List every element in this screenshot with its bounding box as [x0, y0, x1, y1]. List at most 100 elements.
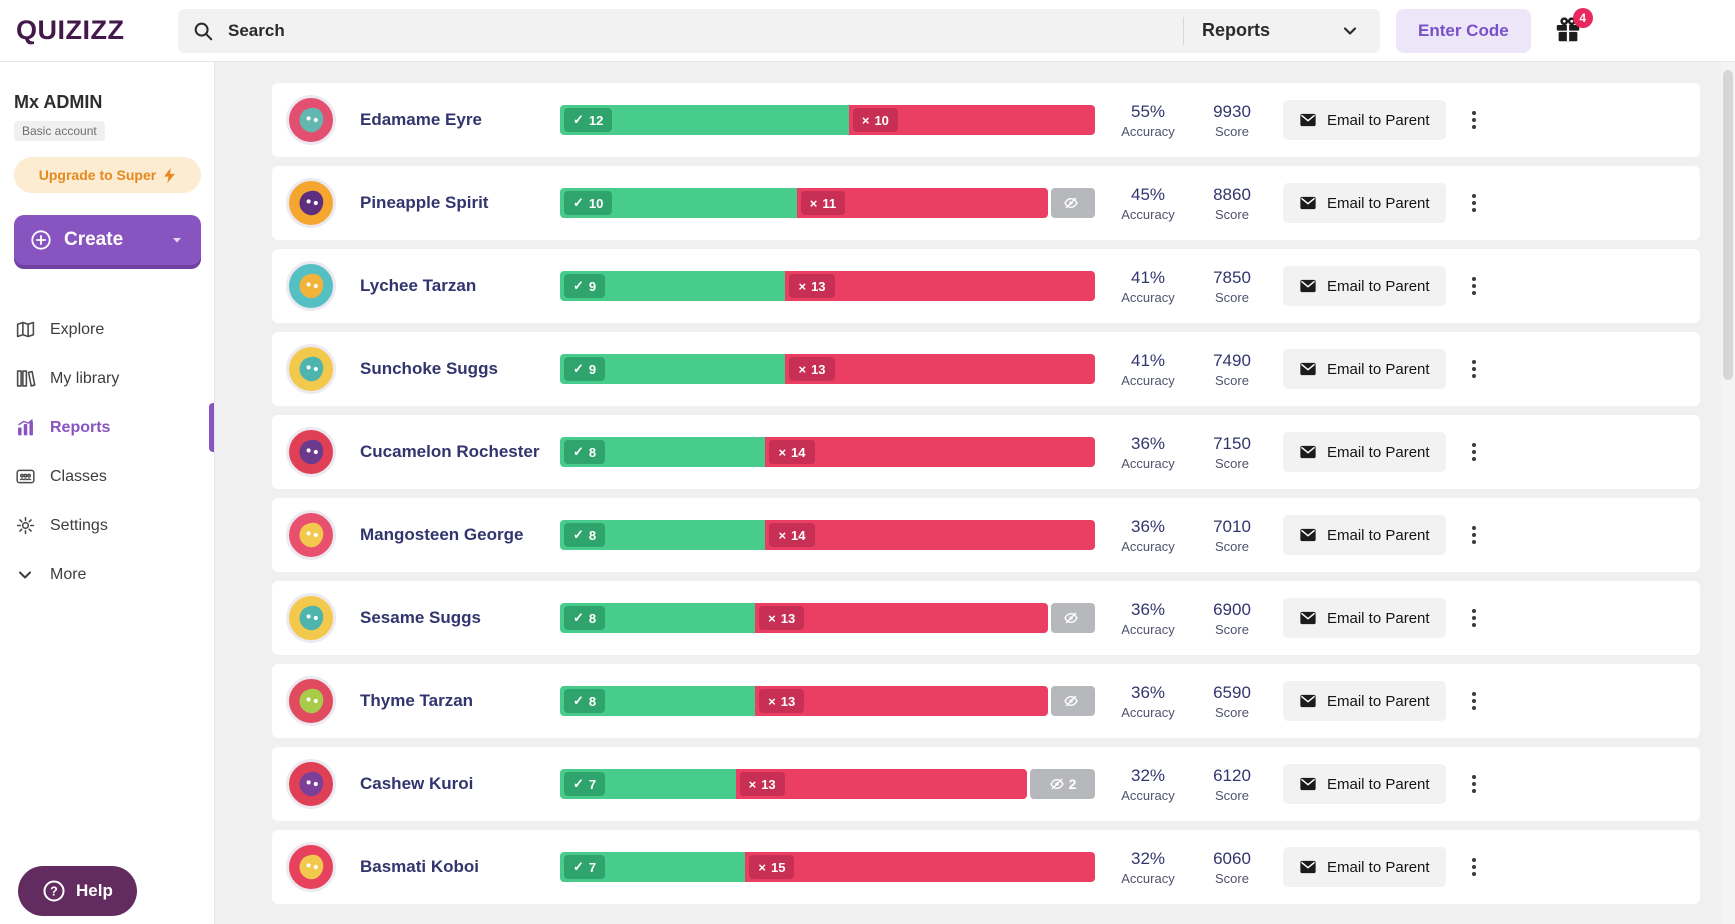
accuracy-stat: 36% Accuracy	[1103, 600, 1193, 637]
accuracy-value: 41%	[1130, 350, 1166, 370]
student-name[interactable]: Edamame Eyre	[360, 110, 482, 129]
student-name[interactable]: Sunchoke Suggs	[360, 359, 498, 378]
correct-badge: ✓ 9	[564, 274, 606, 298]
score-value: 8860	[1213, 184, 1251, 204]
accuracy-value: 36%	[1130, 433, 1166, 453]
student-name[interactable]: Thyme Tarzan	[360, 691, 474, 710]
email-to-parent-button[interactable]: Email to Parent	[1283, 183, 1446, 223]
student-name[interactable]: Cucamelon Rochester	[360, 442, 540, 461]
accuracy-bar: ✓ 10 × 11	[560, 188, 1095, 218]
incorrect-badge: × 14	[769, 523, 815, 547]
check-icon: ✓	[573, 610, 584, 625]
envelope-icon	[1299, 527, 1317, 543]
correct-count: 7	[588, 859, 597, 875]
score-value: 6060	[1213, 848, 1251, 868]
avatar	[286, 344, 336, 394]
email-to-parent-button[interactable]: Email to Parent	[1283, 764, 1446, 804]
reports-dropdown[interactable]: Reports	[1202, 20, 1366, 41]
reports-dropdown-label: Reports	[1201, 20, 1270, 40]
help-button[interactable]: ? Help	[18, 866, 137, 916]
student-row: Cucamelon Rochester ✓ 8 × 14	[272, 415, 1700, 489]
answered-segments: ✓ 10 × 11	[560, 188, 1048, 218]
student-name[interactable]: Mangosteen George	[360, 525, 524, 544]
sidebar-item-reports[interactable]: Reports	[14, 403, 214, 452]
email-to-parent-button[interactable]: Email to Parent	[1283, 266, 1446, 306]
accuracy-bar: ✓ 7 × 15	[560, 852, 1095, 882]
row-menu-button[interactable]	[1462, 352, 1486, 386]
gift-button[interactable]: 4	[1553, 7, 1593, 47]
row-menu-button[interactable]	[1462, 518, 1486, 552]
accuracy-label: Accuracy	[1121, 704, 1175, 720]
row-menu-button[interactable]	[1462, 435, 1486, 469]
student-name[interactable]: Basmati Koboi	[360, 857, 480, 876]
row-menu-button[interactable]	[1462, 103, 1486, 137]
email-to-parent-button[interactable]: Email to Parent	[1283, 598, 1446, 638]
answered-segments: ✓ 7 × 13	[560, 769, 1027, 799]
email-button-label: Email to Parent	[1327, 526, 1430, 544]
accuracy-label: Accuracy	[1121, 787, 1175, 803]
lightning-bolt-icon	[163, 167, 176, 183]
correct-badge: ✓ 12	[564, 108, 613, 132]
answered-segments: ✓ 12 × 10	[560, 105, 1095, 135]
correct-badge: ✓ 8	[564, 606, 606, 630]
accuracy-bar: ✓ 9 × 13	[560, 271, 1095, 301]
correct-bar: ✓ 8	[560, 603, 756, 633]
accuracy-stat: 41% Accuracy	[1103, 351, 1193, 388]
cross-icon: ×	[798, 361, 807, 377]
answered-segments: ✓ 7 × 15	[560, 852, 1095, 882]
accuracy-value: 55%	[1130, 101, 1166, 121]
cross-icon: ×	[809, 195, 818, 211]
sidebar-item-classes[interactable]: Classes	[14, 452, 200, 501]
scrollbar-track	[1721, 62, 1735, 924]
envelope-icon	[1299, 693, 1317, 709]
sidebar-item-more[interactable]: More	[14, 550, 200, 599]
row-menu-button[interactable]	[1462, 186, 1486, 220]
envelope-icon	[1299, 112, 1317, 128]
student-name[interactable]: Pineapple Spirit	[360, 193, 489, 212]
score-stat: 6060 Score	[1197, 849, 1267, 886]
row-menu-button[interactable]	[1462, 850, 1486, 884]
create-button[interactable]: Create	[14, 215, 201, 265]
answered-segments: ✓ 9 × 13	[560, 354, 1095, 384]
incorrect-badge: × 13	[739, 772, 785, 796]
sidebar-item-explore[interactable]: Explore	[14, 305, 200, 354]
search-input[interactable]	[228, 20, 1165, 41]
accuracy-label: Accuracy	[1121, 372, 1175, 388]
correct-badge: ✓ 7	[564, 772, 606, 796]
email-to-parent-button[interactable]: Email to Parent	[1283, 515, 1446, 555]
student-name[interactable]: Sesame Suggs	[360, 608, 481, 627]
avatar	[286, 676, 336, 726]
sidebar-item-my-library[interactable]: My library	[14, 354, 200, 403]
student-name[interactable]: Lychee Tarzan	[360, 276, 477, 295]
email-to-parent-button[interactable]: Email to Parent	[1283, 349, 1446, 389]
upgrade-to-super-button[interactable]: Upgrade to Super	[14, 157, 201, 193]
row-menu-button[interactable]	[1462, 601, 1486, 635]
email-to-parent-button[interactable]: Email to Parent	[1283, 681, 1446, 721]
email-to-parent-button[interactable]: Email to Parent	[1283, 432, 1446, 472]
unanswered-count: 2	[1068, 776, 1077, 792]
score-stat: 9930 Score	[1197, 102, 1267, 139]
email-to-parent-button[interactable]: Email to Parent	[1283, 100, 1446, 140]
email-to-parent-button[interactable]: Email to Parent	[1283, 847, 1446, 887]
quizizz-logo[interactable]: QUIZIZZ	[16, 15, 125, 45]
correct-count: 8	[588, 527, 597, 543]
sidebar-item-settings[interactable]: Settings	[14, 501, 200, 550]
check-icon: ✓	[573, 527, 584, 542]
accuracy-stat: 36% Accuracy	[1103, 517, 1193, 554]
student-name[interactable]: Cashew Kuroi	[360, 774, 474, 793]
row-menu-button[interactable]	[1462, 269, 1486, 303]
accuracy-stat: 55% Accuracy	[1103, 102, 1193, 139]
scrollbar-thumb[interactable]	[1723, 70, 1733, 380]
row-menu-button[interactable]	[1462, 684, 1486, 718]
incorrect-bar: × 14	[765, 437, 1095, 467]
gear-icon	[14, 515, 36, 537]
correct-count: 10	[588, 195, 604, 211]
incorrect-count: 13	[811, 361, 826, 377]
cross-icon: ×	[748, 776, 757, 792]
score-stat: 8860 Score	[1197, 185, 1267, 222]
accuracy-value: 36%	[1130, 516, 1166, 536]
row-menu-button[interactable]	[1462, 767, 1486, 801]
check-icon: ✓	[573, 693, 584, 708]
email-button-label: Email to Parent	[1327, 360, 1430, 378]
enter-code-button[interactable]: Enter Code	[1396, 8, 1531, 53]
